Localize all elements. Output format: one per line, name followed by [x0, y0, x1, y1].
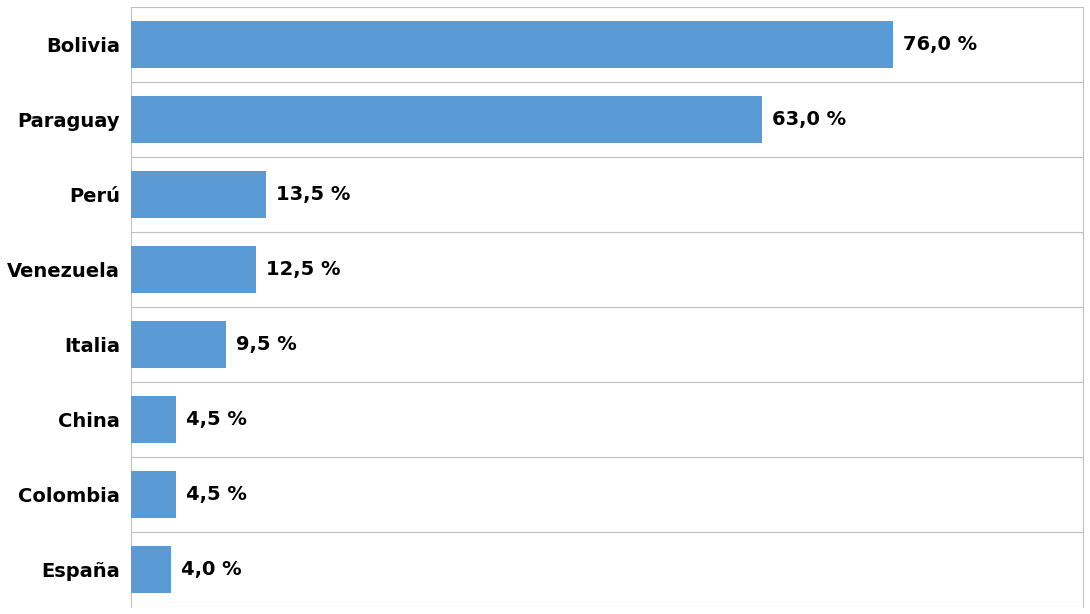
Text: 13,5 %: 13,5 % [276, 185, 351, 204]
Text: 4,0 %: 4,0 % [181, 560, 242, 579]
Bar [131, 472, 175, 518]
Bar [131, 546, 171, 593]
Text: 76,0 %: 76,0 % [903, 35, 977, 54]
Text: 12,5 %: 12,5 % [266, 260, 341, 279]
Text: 63,0 %: 63,0 % [773, 110, 847, 129]
Bar [131, 21, 893, 68]
Text: 4,5 %: 4,5 % [186, 485, 247, 504]
Bar [131, 396, 175, 443]
Bar [131, 321, 226, 368]
Text: 4,5 %: 4,5 % [186, 410, 247, 429]
Bar [131, 96, 762, 142]
Bar [131, 246, 256, 293]
Bar [131, 171, 266, 218]
Text: 9,5 %: 9,5 % [237, 335, 296, 354]
